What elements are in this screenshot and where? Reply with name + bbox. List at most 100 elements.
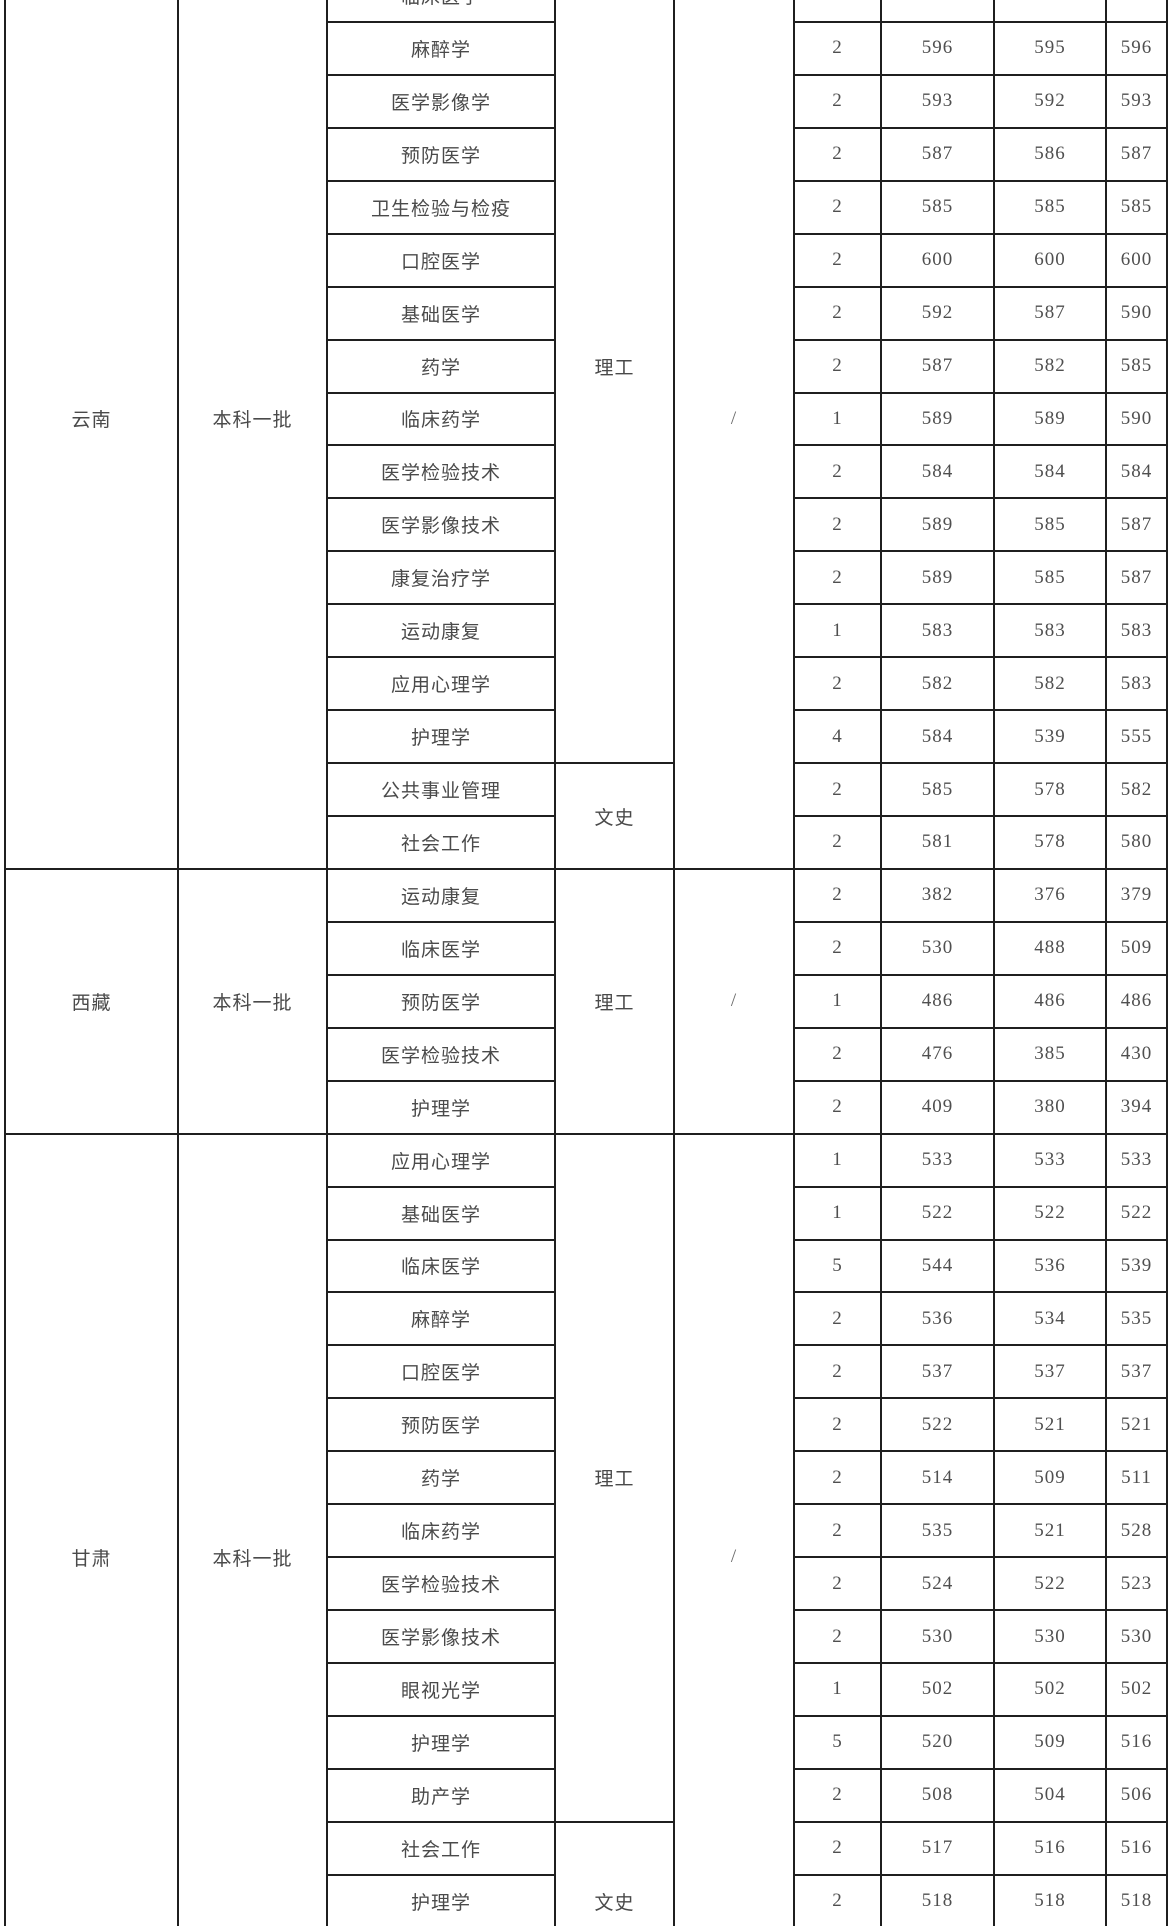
batch-cell: 本科一批 bbox=[177, 1132, 328, 1926]
score-row: 临床药学 1 589 589 590 bbox=[5, 391, 1168, 447]
score-row: 临床医学 5 544 536 539 bbox=[5, 1238, 1168, 1294]
count-cell: 2 bbox=[793, 1609, 882, 1664]
score-row: 护理学 2 409 380 394 bbox=[5, 1079, 1168, 1135]
count-cell: 2 bbox=[793, 73, 882, 129]
count-cell: 1 bbox=[793, 603, 882, 659]
max-score-cell: 587 bbox=[880, 338, 995, 394]
score-row: 社会工作 文史 2 517 516 516 bbox=[5, 1820, 1168, 1926]
max-score-cell: 536 bbox=[880, 1291, 995, 1347]
major-cell: 眼视光学 bbox=[326, 1662, 556, 1717]
count-cell bbox=[793, 0, 882, 23]
score-row: 预防医学 2 522 521 521 bbox=[5, 1397, 1168, 1453]
major-cell: 护理学 bbox=[326, 1873, 556, 1926]
avg-score-cell: 535 bbox=[1105, 1291, 1168, 1347]
score-row: 云南本科一批临床医学理工/ bbox=[4, 0, 1168, 870]
min-score-cell: 380 bbox=[993, 1079, 1107, 1135]
avg-score-cell: 394 bbox=[1105, 1079, 1168, 1135]
max-score-cell: 584 bbox=[880, 709, 995, 765]
min-score-cell: 522 bbox=[993, 1185, 1107, 1241]
count-cell: 2 bbox=[793, 762, 882, 817]
min-score-cell: 584 bbox=[993, 444, 1107, 500]
avg-score-cell: 518 bbox=[1105, 1873, 1168, 1926]
major-cell: 护理学 bbox=[326, 709, 556, 765]
major-cell: 医学检验技术 bbox=[326, 444, 556, 500]
avg-score-cell: 516 bbox=[1105, 1714, 1168, 1770]
score-row: 临床医学 2 530 488 509 bbox=[5, 920, 1168, 976]
avg-score-cell bbox=[1105, 0, 1168, 23]
max-score-cell: 584 bbox=[880, 444, 995, 500]
max-score-cell: 535 bbox=[880, 1503, 995, 1559]
avg-score-cell: 509 bbox=[1105, 920, 1168, 976]
max-score-cell: 596 bbox=[880, 20, 995, 76]
avg-score-cell: 596 bbox=[1105, 20, 1168, 76]
major-cell: 护理学 bbox=[326, 1079, 556, 1135]
min-score-cell: 586 bbox=[993, 126, 1107, 182]
min-score-cell: 522 bbox=[993, 1556, 1107, 1612]
min-score-cell: 509 bbox=[993, 1714, 1107, 1770]
major-cell: 临床医学 bbox=[326, 1238, 556, 1294]
score-row: 社会工作 2 581 578 580 bbox=[5, 815, 1168, 870]
min-score-cell: 502 bbox=[993, 1662, 1107, 1717]
score-row: 预防医学 2 587 586 587 bbox=[5, 126, 1168, 182]
min-score-cell: 587 bbox=[993, 285, 1107, 341]
count-cell: 2 bbox=[793, 1026, 882, 1082]
major-cell: 药学 bbox=[326, 338, 556, 394]
major-cell: 应用心理学 bbox=[326, 656, 556, 712]
avg-score-cell: 580 bbox=[1105, 815, 1168, 870]
max-score-cell: 522 bbox=[880, 1185, 995, 1241]
avg-score-cell: 583 bbox=[1105, 656, 1168, 712]
score-row: 基础医学 1 522 522 522 bbox=[5, 1185, 1168, 1241]
avg-score-cell: 521 bbox=[1105, 1397, 1168, 1453]
max-score-cell: 587 bbox=[880, 126, 995, 182]
min-score-cell: 488 bbox=[993, 920, 1107, 976]
max-score-cell: 476 bbox=[880, 1026, 995, 1082]
avg-score-cell: 516 bbox=[1105, 1820, 1168, 1876]
avg-score-cell: 587 bbox=[1105, 550, 1168, 606]
score-row: 运动康复 1 583 583 583 bbox=[5, 603, 1168, 659]
score-row: 康复治疗学 2 589 585 587 bbox=[5, 550, 1168, 606]
count-cell: 1 bbox=[793, 1662, 882, 1717]
max-score-cell: 582 bbox=[880, 656, 995, 712]
score-row: 口腔医学 2 600 600 600 bbox=[5, 232, 1168, 288]
score-row: 医学检验技术 2 584 584 584 bbox=[5, 444, 1168, 500]
count-cell: 2 bbox=[793, 497, 882, 553]
max-score-cell: 530 bbox=[880, 1609, 995, 1664]
major-cell: 社会工作 bbox=[326, 1820, 556, 1876]
score-row: 麻醉学 2 596 595 596 bbox=[5, 20, 1168, 76]
score-row: 药学 2 587 582 585 bbox=[5, 338, 1168, 394]
avg-score-cell: 582 bbox=[1105, 762, 1168, 817]
count-cell: 2 bbox=[793, 1767, 882, 1823]
min-score-cell: 582 bbox=[993, 338, 1107, 394]
major-cell: 卫生检验与检疫 bbox=[326, 179, 556, 235]
major-cell: 临床医学 bbox=[326, 0, 556, 23]
count-cell: 1 bbox=[793, 973, 882, 1029]
count-cell: 2 bbox=[793, 1820, 882, 1876]
score-row: 医学影像技术 2 589 585 587 bbox=[5, 497, 1168, 553]
max-score-cell: 502 bbox=[880, 1662, 995, 1717]
major-cell: 临床药学 bbox=[326, 391, 556, 447]
count-cell: 2 bbox=[793, 444, 882, 500]
min-score-cell: 582 bbox=[993, 656, 1107, 712]
avg-score-cell: 523 bbox=[1105, 1556, 1168, 1612]
max-score-cell: 522 bbox=[880, 1397, 995, 1453]
score-row: 基础医学 2 592 587 590 bbox=[5, 285, 1168, 341]
min-score-cell: 521 bbox=[993, 1503, 1107, 1559]
count-cell: 2 bbox=[793, 126, 882, 182]
max-score-cell: 486 bbox=[880, 973, 995, 1029]
major-cell: 康复治疗学 bbox=[326, 550, 556, 606]
max-score-cell: 518 bbox=[880, 1873, 995, 1926]
count-cell: 2 bbox=[793, 1450, 882, 1506]
max-score-cell: 514 bbox=[880, 1450, 995, 1506]
score-row: 临床药学 2 535 521 528 bbox=[5, 1503, 1168, 1559]
avg-score-cell: 530 bbox=[1105, 1609, 1168, 1664]
avg-score-cell: 587 bbox=[1105, 497, 1168, 553]
count-cell: 2 bbox=[793, 550, 882, 606]
min-score-cell: 539 bbox=[993, 709, 1107, 765]
score-row: 眼视光学 1 502 502 502 bbox=[5, 1662, 1168, 1717]
province-cell: 甘肃 bbox=[4, 1132, 179, 1926]
score-row: 应用心理学 2 582 582 583 bbox=[5, 656, 1168, 712]
scores-table-wrapper: 云南本科一批临床医学理工/麻醉学2596595596医学影像学259359259… bbox=[4, 0, 1168, 1926]
avg-score-cell: 555 bbox=[1105, 709, 1168, 765]
max-score-cell: 589 bbox=[880, 497, 995, 553]
major-cell: 预防医学 bbox=[326, 126, 556, 182]
